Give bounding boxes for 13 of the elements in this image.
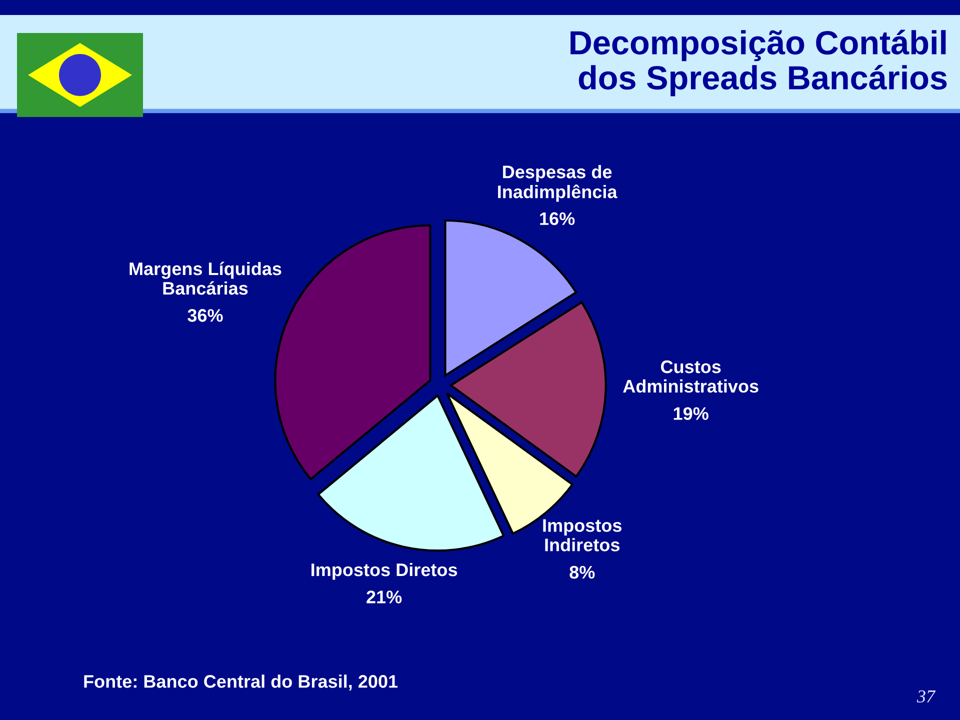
source-note: Fonte: Banco Central do Brasil, 2001 bbox=[84, 674, 398, 690]
data-label: 36% bbox=[188, 309, 223, 322]
chart-title: Decomposição Contábil dos Spreads Bancários bbox=[570, 30, 947, 96]
data-label: 21% bbox=[366, 590, 402, 604]
data-label: 8% bbox=[570, 566, 595, 579]
slice-label: Impostos Diretos bbox=[312, 562, 458, 580]
text: 37 bbox=[916, 690, 936, 703]
data-label: 19% bbox=[674, 407, 708, 420]
slice-label: Custos Administrativos bbox=[623, 360, 758, 393]
slice-label: Impostos Indiretos bbox=[543, 519, 622, 552]
slice-label: Margens Líquidas Bancárias bbox=[130, 262, 282, 295]
slice-label: Despesas de Inadimplência bbox=[498, 165, 618, 202]
data-label: 16% bbox=[540, 212, 575, 226]
